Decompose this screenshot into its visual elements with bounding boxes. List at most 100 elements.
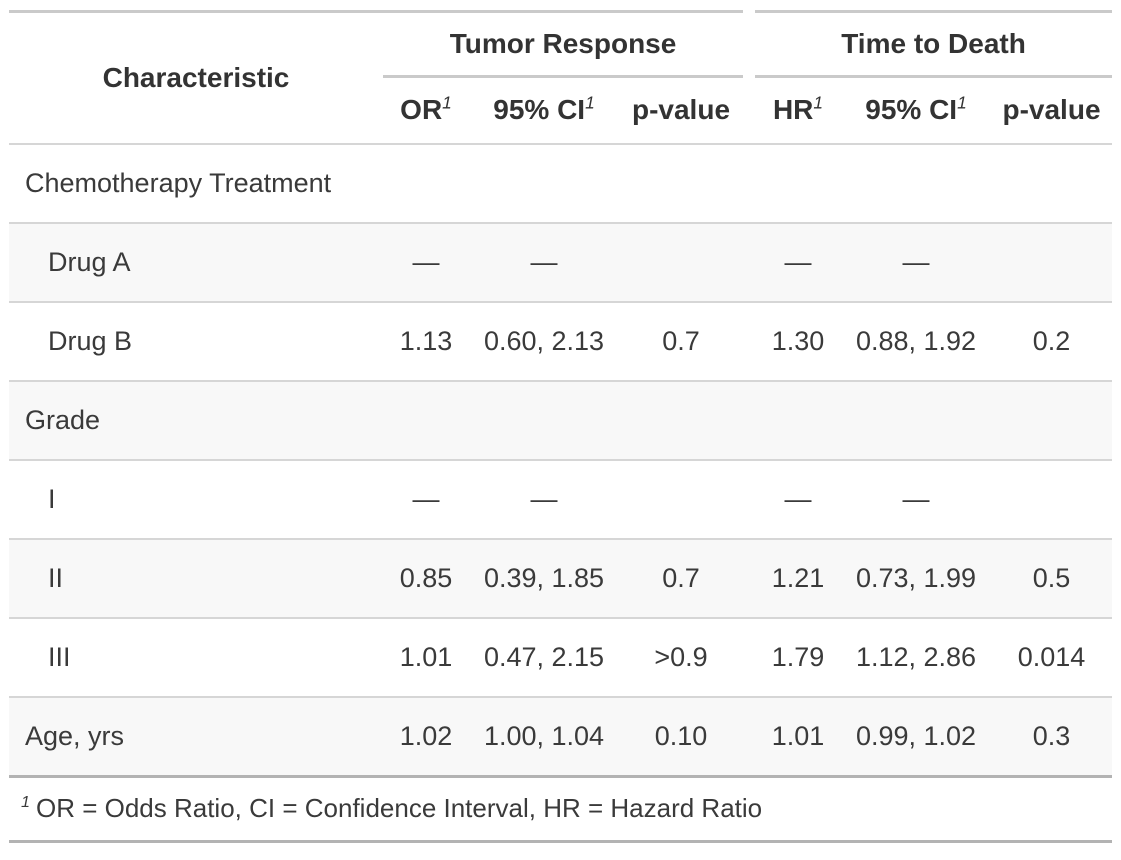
cell-value bbox=[991, 224, 1112, 303]
column-header-ci-tumor: 95% CI1 bbox=[469, 78, 619, 145]
column-header-label: p-value bbox=[1002, 94, 1101, 125]
cell-value: — bbox=[383, 461, 469, 540]
column-header-ci-death: 95% CI1 bbox=[841, 78, 991, 145]
cell-value: 0.014 bbox=[991, 619, 1112, 698]
spanner-gap bbox=[743, 619, 755, 698]
cell-value: 1.00, 1.04 bbox=[469, 698, 619, 778]
spanner-gap bbox=[743, 224, 755, 303]
column-header-label: OR bbox=[400, 94, 443, 125]
cell-value: 0.7 bbox=[619, 540, 743, 619]
row-label: Drug B bbox=[9, 303, 383, 382]
column-header-characteristic: Characteristic bbox=[9, 10, 383, 145]
cell-value bbox=[991, 461, 1112, 540]
cell-value bbox=[383, 382, 469, 461]
table-row: Age, yrs 1.02 1.00, 1.04 0.10 1.01 0.99, 1.02… bbox=[9, 698, 1112, 778]
cell-value: 0.88, 1.92 bbox=[841, 303, 991, 382]
cell-value: 1.01 bbox=[755, 698, 841, 778]
cell-value bbox=[991, 382, 1112, 461]
cell-value: 0.7 bbox=[619, 303, 743, 382]
table-row: III 1.01 0.47, 2.15 >0.9 1.79 1.12, 2.86 0.014 bbox=[9, 619, 1112, 698]
cell-value: >0.9 bbox=[619, 619, 743, 698]
cell-value: 1.01 bbox=[383, 619, 469, 698]
cell-value bbox=[469, 145, 619, 224]
cell-value bbox=[469, 382, 619, 461]
cell-value bbox=[755, 145, 841, 224]
cell-value: — bbox=[755, 224, 841, 303]
footnote-marker: 1 bbox=[585, 92, 595, 113]
table-body: Chemotherapy Treatment Drug A — — — — Drug B 1.… bbox=[9, 145, 1112, 778]
footnote-marker: 1 bbox=[21, 793, 30, 812]
table-row: Drug B 1.13 0.60, 2.13 0.7 1.30 0.88, 1.92 0.2 bbox=[9, 303, 1112, 382]
row-label: I bbox=[9, 461, 383, 540]
column-spanner-tumor-response: Tumor Response bbox=[383, 10, 743, 78]
table-row: II 0.85 0.39, 1.85 0.7 1.21 0.73, 1.99 0.5 bbox=[9, 540, 1112, 619]
spanner-row: Characteristic Tumor Response Time to De… bbox=[9, 10, 1112, 145]
cell-value: 0.99, 1.02 bbox=[841, 698, 991, 778]
cell-value: 0.3 bbox=[991, 698, 1112, 778]
cell-value: — bbox=[383, 224, 469, 303]
cell-value: 0.5 bbox=[991, 540, 1112, 619]
cell-value: 1.13 bbox=[383, 303, 469, 382]
column-label-row: OR1 95% CI1 p-value HR1 95% CI1 p-value bbox=[9, 78, 1112, 145]
cell-value: 0.60, 2.13 bbox=[469, 303, 619, 382]
cell-value: 0.47, 2.15 bbox=[469, 619, 619, 698]
spanner-gap bbox=[743, 698, 755, 778]
row-label: Age, yrs bbox=[9, 698, 383, 778]
cell-value: 0.39, 1.85 bbox=[469, 540, 619, 619]
column-header-label: HR bbox=[772, 94, 814, 125]
row-label: Grade bbox=[9, 382, 383, 461]
footnote: 1 OR = Odds Ratio, CI = Confidence Interv… bbox=[9, 778, 1112, 843]
row-label: Drug A bbox=[9, 224, 383, 303]
cell-value: — bbox=[469, 461, 619, 540]
cell-value bbox=[841, 145, 991, 224]
row-label: Chemotherapy Treatment bbox=[9, 145, 383, 224]
spanner-gap bbox=[743, 145, 755, 224]
cell-value: 0.73, 1.99 bbox=[841, 540, 991, 619]
cell-value bbox=[619, 224, 743, 303]
footnote-marker: 1 bbox=[813, 92, 824, 113]
column-header-hr: HR1 bbox=[755, 78, 841, 145]
group-row: Chemotherapy Treatment bbox=[9, 145, 1112, 224]
group-row: Grade bbox=[9, 382, 1112, 461]
cell-value bbox=[619, 461, 743, 540]
table-header: Characteristic Tumor Response Time to De… bbox=[9, 10, 1112, 145]
spanner-gap bbox=[743, 10, 755, 78]
cell-value bbox=[619, 145, 743, 224]
cell-value bbox=[991, 145, 1112, 224]
cell-value bbox=[619, 382, 743, 461]
cell-value bbox=[383, 145, 469, 224]
cell-value bbox=[841, 382, 991, 461]
spanner-gap bbox=[743, 461, 755, 540]
cell-value: 1.02 bbox=[383, 698, 469, 778]
cell-value: 1.79 bbox=[755, 619, 841, 698]
table-footer: 1 OR = Odds Ratio, CI = Confidence Interv… bbox=[9, 778, 1112, 843]
cell-value: — bbox=[469, 224, 619, 303]
column-spanner-time-to-death: Time to Death bbox=[755, 10, 1112, 78]
cell-value bbox=[755, 382, 841, 461]
cell-value: 0.85 bbox=[383, 540, 469, 619]
column-header-label: p-value bbox=[631, 94, 731, 125]
column-header-label: 95% CI bbox=[493, 94, 586, 125]
cell-value: 1.21 bbox=[755, 540, 841, 619]
column-header-label: 95% CI bbox=[865, 94, 958, 125]
table-row: Drug A — — — — bbox=[9, 224, 1112, 303]
spanner-gap bbox=[743, 382, 755, 461]
column-header-pvalue-tumor: p-value bbox=[619, 78, 743, 145]
footnote-marker: 1 bbox=[442, 92, 452, 113]
cell-value: 0.10 bbox=[619, 698, 743, 778]
footnote-text: OR = Odds Ratio, CI = Confidence Interva… bbox=[35, 793, 763, 823]
cell-value: 1.30 bbox=[755, 303, 841, 382]
column-header-pvalue-death: p-value bbox=[991, 78, 1112, 145]
footnote-row: 1 OR = Odds Ratio, CI = Confidence Interv… bbox=[9, 778, 1112, 843]
spanner-gap bbox=[743, 540, 755, 619]
row-label: II bbox=[9, 540, 383, 619]
summary-table: Characteristic Tumor Response Time to De… bbox=[9, 10, 1112, 843]
spanner-gap bbox=[743, 78, 755, 145]
cell-value: — bbox=[841, 461, 991, 540]
cell-value: — bbox=[755, 461, 841, 540]
footnote-marker: 1 bbox=[957, 92, 967, 113]
cell-value: — bbox=[841, 224, 991, 303]
column-header-or: OR1 bbox=[383, 78, 469, 145]
cell-value: 0.2 bbox=[991, 303, 1112, 382]
cell-value: 1.12, 2.86 bbox=[841, 619, 991, 698]
